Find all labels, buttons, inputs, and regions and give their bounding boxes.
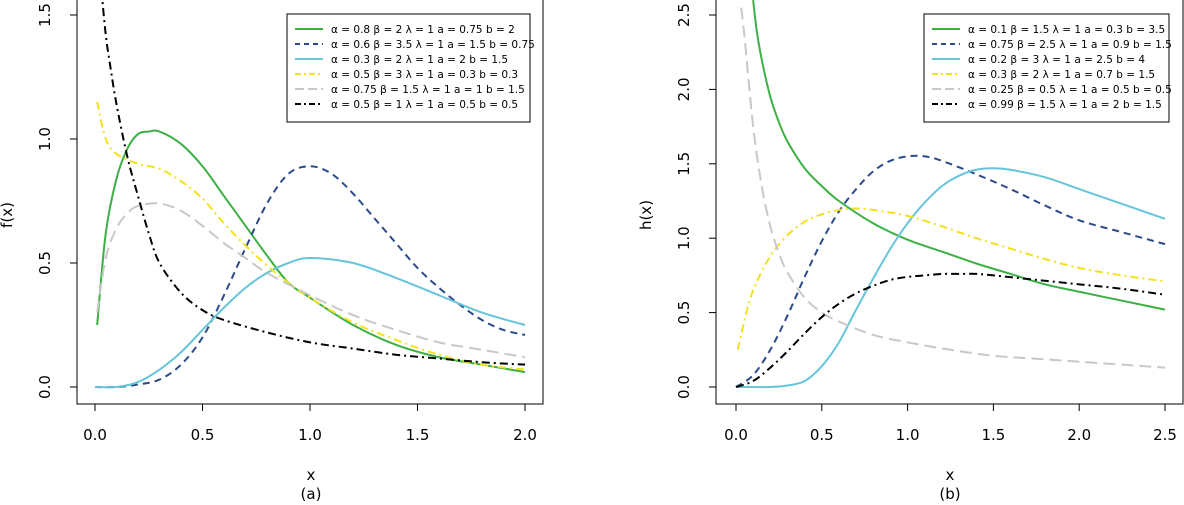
x-axis-label: x bbox=[946, 466, 955, 484]
series-line-3 bbox=[735, 167, 1166, 389]
series-line-2 bbox=[94, 165, 526, 389]
x-tick-label: 1.5 bbox=[406, 426, 430, 444]
legend-entry: α = 0.75 β = 2.5 λ = 1 a = 0.9 b = 1.5 bbox=[968, 39, 1172, 51]
y-tick-label: 1.0 bbox=[36, 127, 54, 151]
legend-entry: α = 0.6 β = 3.5 λ = 1 a = 1.5 b = 0.75 bbox=[331, 39, 535, 51]
legend-frame bbox=[286, 13, 531, 123]
series-line-1 bbox=[752, 0, 1166, 311]
legend: α = 0.1 β = 1.5 λ = 1 a = 0.3 b = 3.5 α =… bbox=[923, 13, 1172, 123]
x-tick-label: 2.5 bbox=[1153, 426, 1177, 444]
y-tick-label: 0.0 bbox=[36, 375, 54, 399]
legend-entry: α = 0.1 β = 1.5 λ = 1 a = 0.3 b = 3.5 bbox=[968, 24, 1165, 36]
legend-entry: α = 0.2 β = 3 λ = 1 a = 2.5 b = 4 bbox=[968, 54, 1145, 66]
y-tick-label: 2.0 bbox=[675, 77, 693, 101]
y-axis-label: h(x) bbox=[637, 200, 655, 230]
y-tick-label: 1.5 bbox=[36, 3, 54, 27]
plot-frame bbox=[715, 0, 1184, 405]
series-line-5 bbox=[740, 7, 1166, 369]
series-group bbox=[735, 0, 1166, 389]
legend-entry: α = 0.5 β = 3 λ = 1 a = 0.3 b = 0.3 bbox=[331, 69, 518, 81]
x-tick-label: 1.0 bbox=[298, 426, 322, 444]
x-tick-label: 0.5 bbox=[191, 426, 215, 444]
series-line-2 bbox=[735, 154, 1166, 388]
series-line-4 bbox=[736, 207, 1166, 351]
series-line-6 bbox=[735, 272, 1166, 388]
series-line-3 bbox=[94, 257, 526, 389]
panel-label: (b) bbox=[939, 485, 960, 503]
legend-entry: α = 0.3 β = 2 λ = 1 a = 0.7 b = 1.5 bbox=[968, 69, 1155, 81]
x-tick-label: 0.5 bbox=[810, 426, 834, 444]
series-line-4 bbox=[96, 101, 526, 371]
y-tick-label: 2.5 bbox=[675, 3, 693, 27]
y-tick-label: 0.0 bbox=[675, 375, 693, 399]
y-axis-label: f(x) bbox=[0, 202, 16, 228]
series-line-5 bbox=[96, 202, 526, 359]
chart-panel-a: 0.0 0.5 1.0 1.5 2.0 0.0 0.5 1.0 1.5 x(a) f(x) α = 0… bbox=[0, 0, 544, 503]
x-tick-label: 2.0 bbox=[513, 426, 537, 444]
y-tick-label: 0.5 bbox=[675, 301, 693, 325]
x-tick-label: 1.0 bbox=[896, 426, 920, 444]
x-tick-label: 0.0 bbox=[83, 426, 107, 444]
y-tick-label: 1.0 bbox=[675, 226, 693, 250]
y-tick-label: 1.5 bbox=[675, 152, 693, 176]
panel-label: (a) bbox=[301, 485, 322, 503]
legend-entry: α = 0.75 β = 1.5 λ = 1 a = 1 b = 1.5 bbox=[331, 84, 525, 96]
x-tick-label: 0.0 bbox=[724, 426, 748, 444]
x-axis-label: x bbox=[307, 466, 316, 484]
series-line-6 bbox=[101, 0, 526, 366]
y-tick-label: 0.5 bbox=[36, 251, 54, 275]
legend-entry: α = 0.5 β = 1 λ = 1 a = 0.5 b = 0.5 bbox=[331, 99, 518, 111]
x-tick-label: 2.0 bbox=[1067, 426, 1091, 444]
legend-frame bbox=[923, 13, 1170, 123]
legend: α = 0.8 β = 2 λ = 1 a = 0.75 b = 2 α = 0.… bbox=[286, 13, 535, 123]
legend-entry: α = 0.8 β = 2 λ = 1 a = 0.75 b = 2 bbox=[331, 24, 515, 36]
x-tick-label: 1.5 bbox=[981, 426, 1005, 444]
legend-entry: α = 0.99 β = 1.5 λ = 1 a = 2 b = 1.5 bbox=[968, 99, 1162, 111]
legend-entry: α = 0.25 β = 0.5 λ = 1 a = 0.5 b = 0.5 bbox=[968, 84, 1172, 96]
chart-panel-b: 0.0 0.5 1.0 1.5 2.0 2.5 0.0 0.5 1.0 1.5 2.0 2.5 x(b)… bbox=[637, 0, 1184, 503]
series-group bbox=[94, 0, 526, 389]
legend-entry: α = 0.3 β = 2 λ = 1 a = 2 b = 1.5 bbox=[331, 54, 508, 66]
